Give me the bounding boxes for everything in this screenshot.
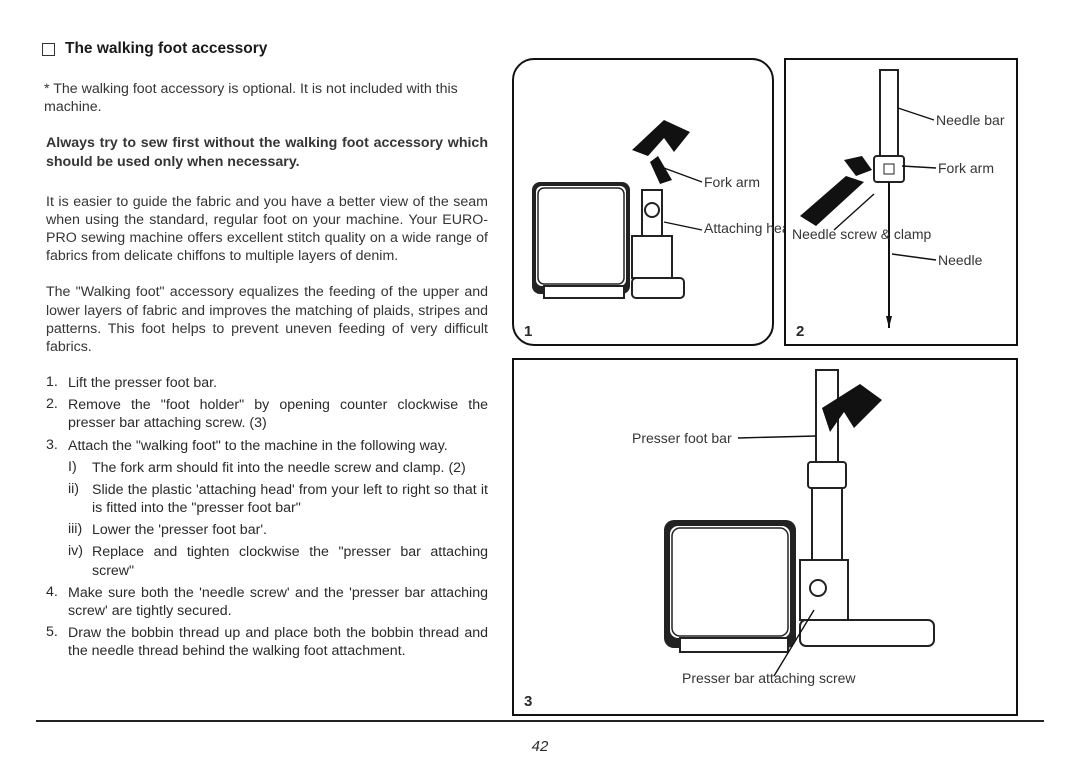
substep-item: ii)Slide the plastic 'attaching head' fr… [68, 481, 488, 517]
step-item: 4.Make sure both the 'needle screw' and … [46, 584, 488, 620]
substep-item: iv)Replace and tighten clockwise the "pr… [68, 543, 488, 579]
heading-row: The walking foot accessory [36, 40, 498, 58]
checkbox-icon [42, 43, 55, 56]
manual-page: The walking foot accessory * The walking… [0, 0, 1080, 767]
step-item: 3.Attach the "walking foot" to the machi… [46, 437, 488, 455]
figure-number: 3 [524, 693, 532, 710]
figure-3: Presser foot bar Presser bar attaching s… [512, 358, 1018, 716]
figure-column: Fork arm Attaching head 1 [506, 40, 1016, 720]
step-item: 5.Draw the bobbin thread up and place bo… [46, 624, 488, 660]
label-fork-arm: Fork arm [704, 174, 760, 190]
steps-list: 1.Lift the presser foot bar. 2.Remove th… [46, 374, 488, 660]
label-needle-screw-clamp: Needle screw & clamp [792, 226, 931, 242]
info-paragraph-1: It is easier to guide the fabric and you… [46, 193, 488, 266]
walking-foot-illustration [514, 60, 776, 348]
substeps-list: I)The fork arm should fit into the needl… [68, 459, 488, 580]
label-presser-bar-screw: Presser bar attaching screw [682, 670, 856, 686]
presser-foot-illustration [514, 360, 1020, 718]
label-presser-foot-bar: Presser foot bar [632, 430, 732, 446]
section-title: The walking foot accessory [65, 40, 267, 58]
figure-number: 1 [524, 323, 532, 340]
label-needle-bar: Needle bar [936, 112, 1005, 128]
text-column: The walking foot accessory * The walking… [36, 40, 506, 720]
label-fork-arm: Fork arm [938, 160, 994, 176]
figure-number: 2 [796, 323, 804, 340]
warning-paragraph: Always try to sew first without the walk… [46, 134, 488, 170]
page-number: 42 [0, 738, 1080, 755]
figure-1: Fork arm Attaching head 1 [512, 58, 774, 346]
label-needle: Needle [938, 252, 982, 268]
step-item: 1.Lift the presser foot bar. [46, 374, 488, 392]
figure-2: Needle bar Fork arm Needle screw & clamp… [784, 58, 1018, 346]
needle-illustration [786, 60, 1020, 348]
info-paragraph-2: The "Walking foot" accessory equalizes t… [46, 283, 488, 356]
content-area: The walking foot accessory * The walking… [36, 40, 1044, 722]
step-item: 2.Remove the "foot holder" by opening co… [46, 396, 488, 432]
substep-item: I)The fork arm should fit into the needl… [68, 459, 488, 477]
substep-item: iii)Lower the 'presser foot bar'. [68, 521, 488, 539]
note-paragraph: * The walking foot accessory is optional… [44, 80, 498, 116]
